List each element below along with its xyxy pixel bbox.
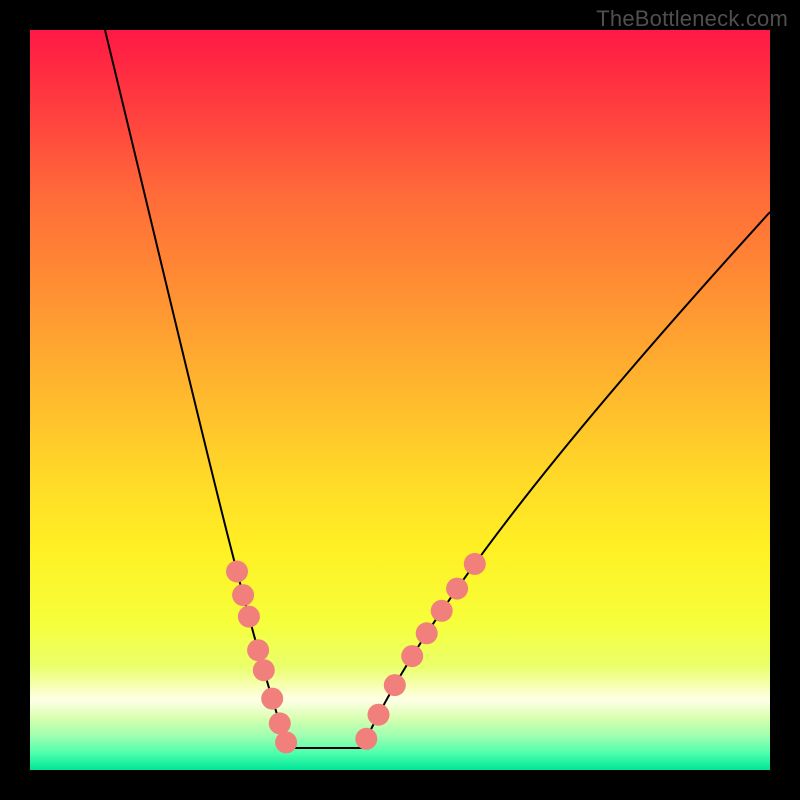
curve-marker — [355, 728, 377, 750]
chart-svg — [0, 0, 800, 800]
border-left — [0, 0, 30, 800]
curve-marker — [464, 553, 486, 575]
curve-marker — [269, 712, 291, 734]
curve-marker — [368, 704, 390, 726]
curve-marker — [226, 561, 248, 583]
watermark-text: TheBottleneck.com — [596, 6, 788, 32]
curve-marker — [253, 659, 275, 681]
curve-marker — [384, 674, 406, 696]
curve-marker — [401, 645, 423, 667]
plot-background — [30, 30, 770, 770]
curve-marker — [261, 688, 283, 710]
border-bottom — [0, 770, 800, 800]
curve-marker — [238, 606, 260, 628]
curve-marker — [446, 578, 468, 600]
border-right — [770, 0, 800, 800]
curve-marker — [431, 600, 453, 622]
curve-marker — [232, 584, 254, 606]
curve-marker — [247, 639, 269, 661]
curve-marker — [275, 731, 297, 753]
chart-container: TheBottleneck.com — [0, 0, 800, 800]
curve-marker — [416, 622, 438, 644]
